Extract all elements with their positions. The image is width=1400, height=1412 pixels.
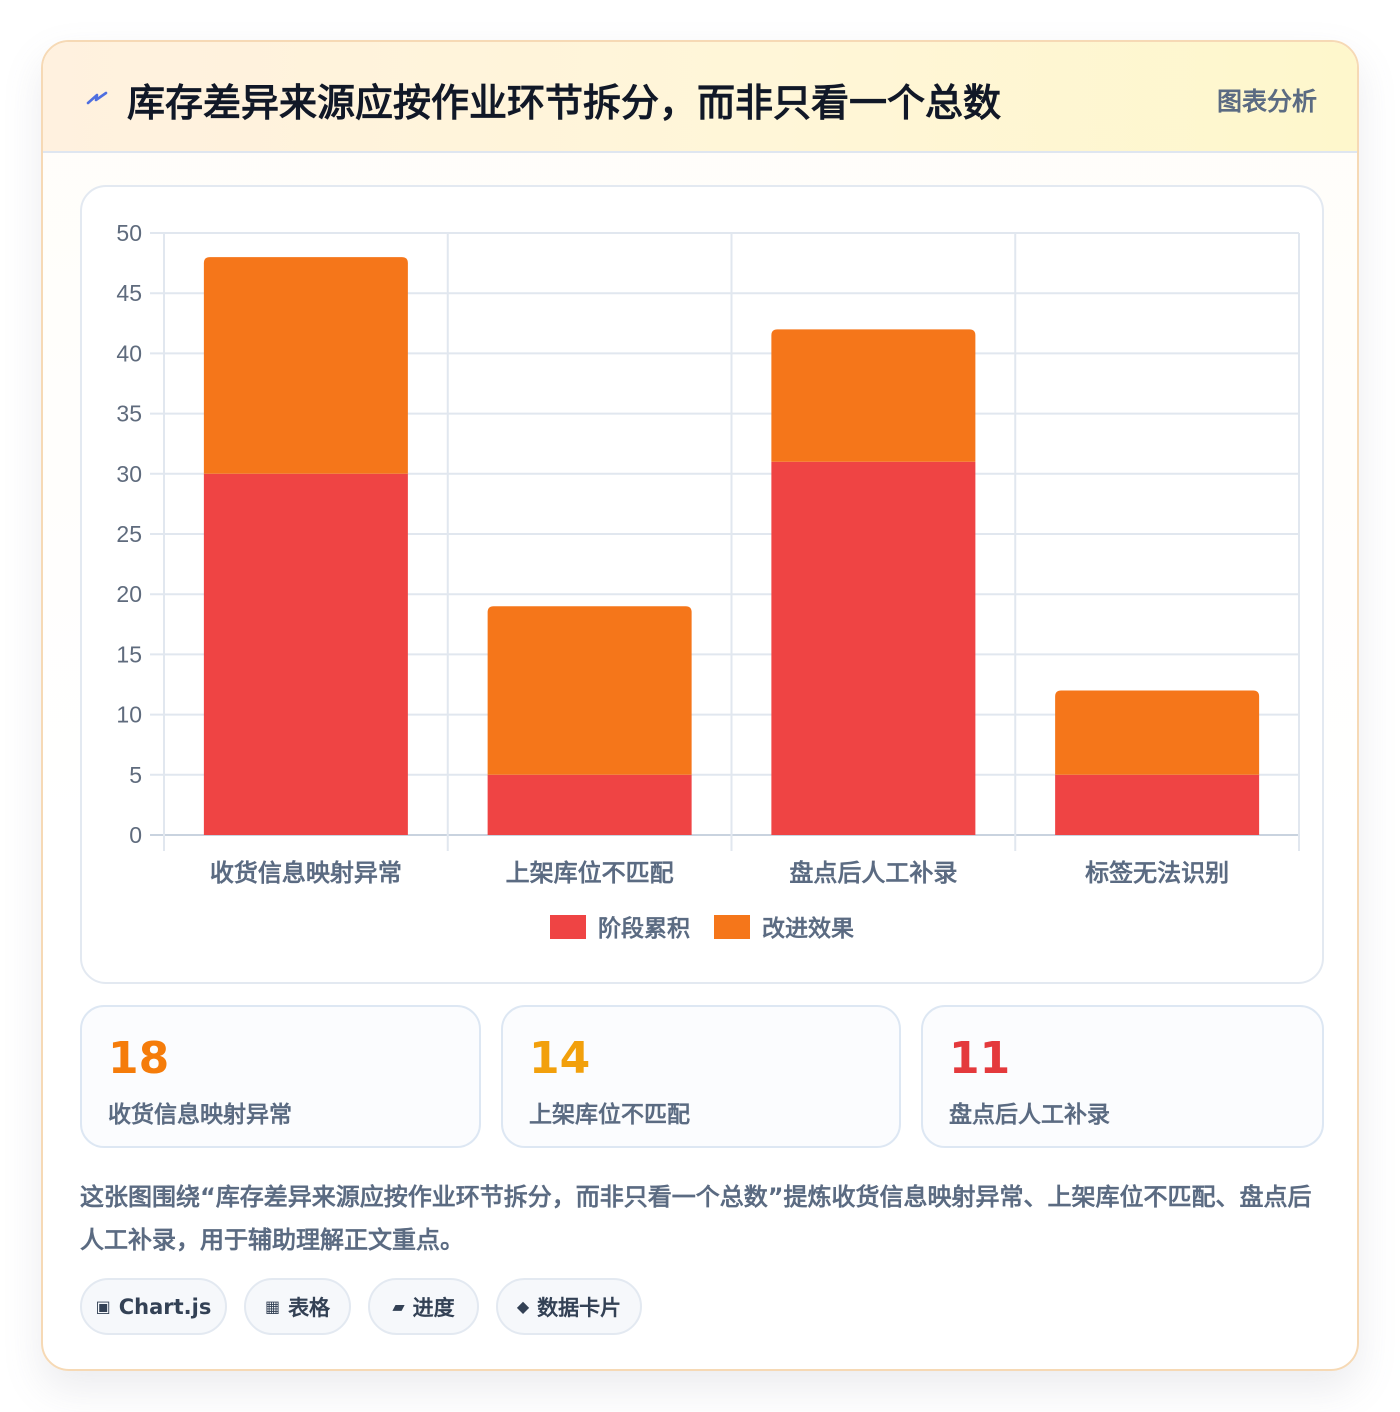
x-tick-label: 盘点后人工补录 <box>789 859 957 887</box>
stat-value: 18 <box>108 1033 170 1084</box>
stat-label: 盘点后人工补录 <box>949 1102 1110 1128</box>
bar-segment <box>771 461 976 835</box>
chip-label: Chart.js <box>118 1294 212 1319</box>
card-header: 库存差异来源应按作业环节拆分，而非只看一个总数 图表分析 <box>43 42 1357 153</box>
chip-label: 进度 <box>412 1295 455 1320</box>
x-tick-label: 上架库位不匹配 <box>506 859 674 887</box>
legend-label: 改进效果 <box>762 915 854 942</box>
stat-label: 上架库位不匹配 <box>529 1102 690 1128</box>
chip-label: 数据卡片 <box>537 1295 622 1320</box>
chart-card: 库存差异来源应按作业环节拆分，而非只看一个总数 图表分析 0 5 10 15 20 25 3… <box>41 40 1359 1371</box>
chip-data-cards[interactable]: ◆ 数据卡片 <box>496 1278 642 1335</box>
y-tick-label: 45 <box>116 280 142 306</box>
bar-segment <box>1055 774 1260 835</box>
progress-icon: ▰ <box>392 1297 405 1316</box>
chip-label: 表格 <box>288 1295 331 1320</box>
bar-segment <box>203 257 408 474</box>
x-tick-label: 标签无法识别 <box>1085 859 1229 887</box>
x-tick-label: 收货信息映射异常 <box>210 859 402 887</box>
y-tick-label: 40 <box>116 340 142 366</box>
y-tick-label: 15 <box>116 641 142 667</box>
bar-segment <box>487 606 692 775</box>
diamond-icon: ◆ <box>516 1297 530 1316</box>
bar-chart: 0 5 10 15 20 25 30 35 40 45 50 收货信息映射异常 上架库位不匹配 盘点后人工… <box>116 220 1300 942</box>
y-tick-label: 0 <box>129 822 142 848</box>
chip-chartjs[interactable]: ▣ Chart.js <box>80 1278 227 1335</box>
legend-swatch <box>550 915 586 939</box>
y-tick-label: 20 <box>116 581 142 607</box>
stat-value: 14 <box>529 1033 591 1084</box>
chart-description: 这张图围绕“库存差异来源应按作业环节拆分，而非只看一个总数”提炼收货信息映射异常… <box>80 1183 1312 1254</box>
stat-card-1: 14 上架库位不匹配 <box>501 1005 901 1148</box>
y-tick-label: 5 <box>129 762 142 788</box>
chart-container: 0 5 10 15 20 25 30 35 40 45 50 收货信息映射异常 上架库位不匹配 盘点后人工… <box>80 185 1324 984</box>
chip-progress[interactable]: ▰ 进度 <box>368 1278 479 1335</box>
legend-label: 阶段累积 <box>598 915 690 942</box>
chip-table[interactable]: ▦ 表格 <box>244 1278 351 1335</box>
page-title: 库存差异来源应按作业环节拆分，而非只看一个总数 <box>127 81 1002 125</box>
y-tick-label: 35 <box>116 401 142 427</box>
legend-swatch <box>714 915 750 939</box>
table-icon: ▦ <box>264 1297 281 1316</box>
stat-card-0: 18 收货信息映射异常 <box>80 1005 481 1148</box>
bar-segment <box>487 774 692 835</box>
chart-icon: ▣ <box>95 1297 111 1316</box>
y-tick-label: 30 <box>116 461 142 487</box>
stat-label: 收货信息映射异常 <box>108 1102 292 1128</box>
bar-segment <box>1055 690 1260 775</box>
stat-value: 11 <box>949 1033 1011 1084</box>
bar-segment <box>203 473 408 835</box>
lightning-icon <box>86 91 108 105</box>
header-tag: 图表分析 <box>1216 87 1317 116</box>
y-tick-label: 10 <box>116 702 142 728</box>
y-tick-label: 25 <box>116 521 142 547</box>
y-tick-label: 50 <box>116 220 142 246</box>
stat-card-2: 11 盘点后人工补录 <box>921 1005 1324 1148</box>
bar-segment <box>771 329 976 462</box>
